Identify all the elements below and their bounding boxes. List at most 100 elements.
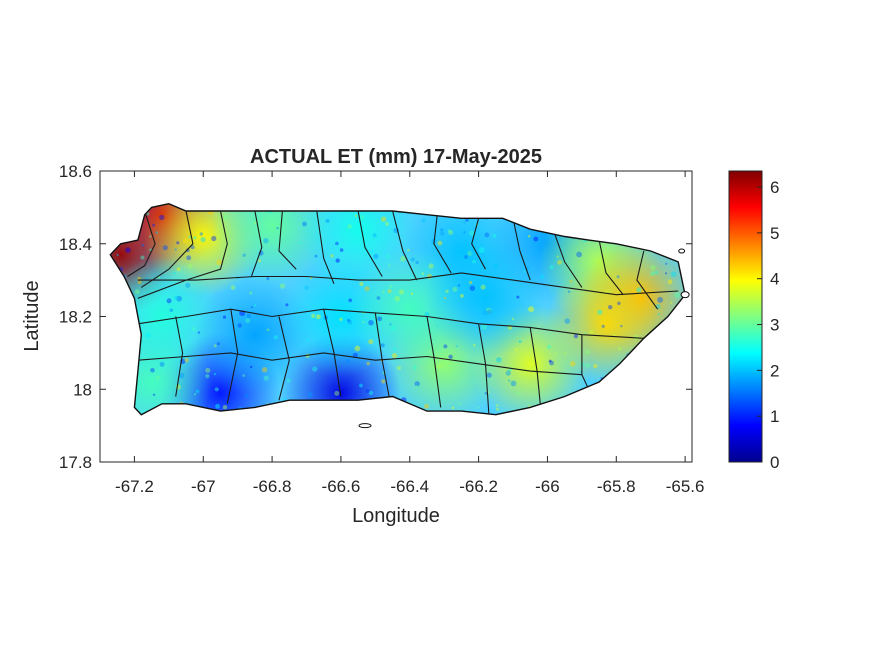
et-speckle [393, 347, 396, 351]
et-speckle [385, 254, 390, 258]
et-speckle [569, 360, 576, 367]
et-speckle [396, 365, 402, 371]
municipality-boundary [140, 210, 194, 288]
et-speckle [485, 307, 492, 314]
et-speckle [511, 317, 515, 321]
et-speckle [250, 306, 253, 309]
et-speckle [359, 383, 363, 388]
et-speckle [302, 221, 307, 227]
et-speckle [174, 248, 177, 251]
et-speckle [481, 324, 488, 330]
et-speckle [476, 406, 480, 409]
et-speckle [213, 373, 217, 376]
et-speckle [665, 262, 668, 265]
et-speckle [564, 318, 571, 324]
et-speckle [617, 301, 621, 305]
et-speckle [421, 272, 425, 276]
et-speckle [184, 358, 189, 363]
et-speckle [457, 284, 461, 287]
et-speckle [584, 332, 587, 335]
et-speckle [306, 338, 309, 341]
y-tick-label: 18 [73, 380, 92, 399]
et-speckle [242, 374, 245, 377]
et-speckle [195, 389, 200, 394]
islet [678, 248, 686, 254]
et-speckle [415, 385, 419, 389]
et-speckle [496, 357, 502, 363]
et-speckle [650, 271, 655, 276]
et-speckle [134, 289, 140, 295]
et-speckle [410, 257, 415, 262]
et-speckle [455, 345, 458, 348]
offshore-islets [358, 248, 690, 429]
y-axis-ticks: 17.8 18 18.2 18.4 18.6 [59, 162, 692, 472]
et-speckle [169, 308, 174, 313]
et-speckle [495, 404, 499, 407]
et-speckle [407, 249, 410, 252]
et-speckle [185, 248, 190, 253]
et-speckle [152, 393, 156, 396]
islet [358, 423, 372, 429]
et-speckle [215, 266, 218, 269]
et-speckle [245, 318, 251, 323]
municipality-boundary [471, 218, 486, 270]
municipality-boundary [512, 218, 531, 281]
et-speckle [141, 243, 145, 247]
et-speckle [347, 318, 350, 322]
et-speckle [387, 289, 392, 294]
et-speckle [285, 303, 289, 307]
et-speckle [670, 271, 677, 278]
et-speckle [508, 379, 511, 382]
et-speckle [389, 284, 393, 289]
et-speckle [199, 232, 203, 236]
islet [680, 291, 690, 299]
et-speckle [350, 276, 354, 279]
et-speckle [515, 348, 518, 351]
et-speckle [216, 342, 220, 346]
et-speckle [492, 263, 499, 269]
et-speckle [447, 229, 451, 233]
et-speckle [440, 228, 444, 232]
et-speckle [152, 223, 156, 227]
et-speckle [347, 226, 351, 230]
et-speckle [585, 363, 591, 368]
et-speckle [334, 390, 340, 396]
et-speckle [125, 247, 131, 253]
et-speckle [249, 291, 253, 295]
et-speckle [162, 245, 168, 251]
et-speckle [557, 260, 562, 265]
et-speckle [368, 319, 374, 326]
et-speckle [347, 224, 352, 229]
et-speckle [580, 362, 585, 367]
et-speckle [469, 285, 476, 291]
municipality-boundary [250, 210, 263, 277]
et-speckle [469, 249, 475, 255]
et-speckle [187, 264, 193, 269]
et-speckle [440, 231, 445, 236]
et-speckle [365, 389, 370, 393]
colorbar-tick-label: 4 [770, 270, 779, 289]
et-speckle [311, 313, 316, 318]
et-speckle [266, 277, 270, 281]
municipality-boundary [598, 239, 624, 296]
et-speckle [335, 241, 339, 246]
et-speckle [185, 282, 191, 288]
municipality-boundaries [127, 210, 679, 415]
et-speckle [480, 284, 486, 290]
et-speckle [368, 390, 374, 396]
et-speckle [482, 309, 489, 316]
et-speckle [366, 361, 370, 366]
colorbar-tick-label: 3 [770, 316, 779, 335]
et-speckle [188, 235, 191, 239]
et-speckle [394, 295, 401, 302]
municipality-boundary [127, 210, 156, 277]
et-speckle [149, 235, 152, 238]
et-speckle [388, 264, 391, 267]
et-speckle [116, 253, 119, 257]
et-speckle [597, 309, 603, 315]
et-speckle [608, 305, 613, 310]
et-speckle [472, 259, 476, 264]
colorbar-ticks: 0 1 2 3 4 5 6 [757, 178, 779, 472]
et-speckle [554, 352, 558, 355]
et-speckle [549, 265, 554, 270]
